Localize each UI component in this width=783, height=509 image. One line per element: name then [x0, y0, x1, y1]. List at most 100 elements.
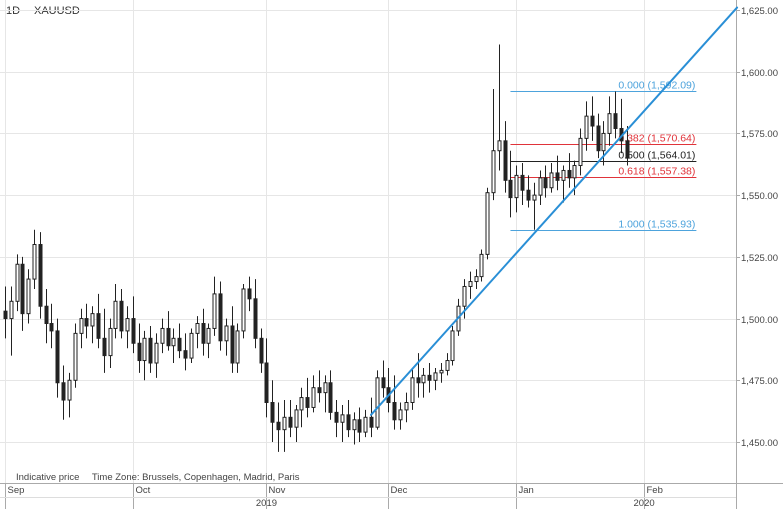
y-tick-label: 1,500.00: [741, 315, 778, 326]
candle-body: [154, 342, 159, 364]
candle-body: [294, 409, 299, 428]
chart-footer: Indicative price Time Zone: Brussels, Co…: [16, 472, 310, 483]
candle-body: [305, 397, 310, 408]
candle-body: [299, 397, 304, 411]
candle-body: [613, 113, 618, 129]
candle-body: [479, 253, 484, 278]
candle-body: [334, 411, 339, 423]
x-tick-label: Jan: [519, 485, 534, 496]
candle-body: [311, 387, 316, 408]
candle-body: [561, 169, 566, 181]
candle-body: [526, 189, 531, 201]
candle-body: [317, 387, 322, 394]
indicative-price-note: Indicative price: [16, 472, 80, 483]
candle-body: [607, 113, 612, 134]
candle-body: [427, 374, 432, 381]
candle-body: [340, 414, 345, 423]
y-tick-label: 1,625.00: [741, 6, 778, 17]
x-tick-label: Oct: [136, 485, 151, 496]
candle-body: [497, 140, 502, 152]
candle-body: [230, 325, 235, 364]
candle-body: [137, 342, 142, 362]
fibonacci-retracement[interactable]: 0.000 (1,592.09) 0.382 (1,570.64) 0.500 (1…: [510, 80, 697, 231]
candle-body: [503, 140, 508, 181]
candle-body: [567, 169, 572, 179]
candle-body: [375, 377, 380, 428]
candle-body: [346, 414, 351, 431]
candle-body: [113, 300, 118, 329]
candle-body: [433, 372, 438, 381]
year-label: 2020: [634, 498, 655, 509]
candle-body: [119, 300, 124, 332]
candle-body: [410, 377, 415, 404]
candle-body: [20, 263, 25, 315]
candle-body: [282, 416, 287, 431]
fib-level-label: 0.382 (1,570.64): [618, 133, 695, 145]
candle-body: [201, 323, 206, 344]
x-tick-label: Sep: [8, 485, 25, 496]
candle-body: [9, 300, 14, 320]
candle-body: [224, 325, 229, 342]
candle-body: [625, 140, 630, 159]
axis-labels: 1,450.00 1,475.00 1,500.00 1,525.00 1,550.00…: [8, 6, 778, 509]
fib-level-label: 1.000 (1,535.93): [618, 219, 695, 231]
candle-body: [264, 362, 269, 404]
candle-body: [357, 419, 362, 433]
candle-body: [44, 305, 49, 325]
candle-body: [131, 318, 136, 344]
candle-body: [514, 174, 519, 199]
candlesticks: [3, 44, 630, 452]
candle-body: [195, 323, 200, 334]
candle-body: [90, 313, 95, 327]
candle-body: [555, 172, 560, 181]
candle-body: [398, 409, 403, 421]
candle-body: [15, 263, 20, 302]
y-tick-label: 1,550.00: [741, 191, 778, 202]
y-tick-label: 1,600.00: [741, 68, 778, 79]
timezone-note: Time Zone: Brussels, Copenhagen, Madrid,…: [91, 472, 300, 483]
candle-body: [543, 177, 548, 189]
y-tick-label: 1,525.00: [741, 253, 778, 264]
candle-body: [288, 416, 293, 428]
candle-body: [491, 150, 496, 194]
candle-body: [381, 377, 386, 389]
candle-body: [235, 330, 240, 364]
candle-body: [160, 327, 165, 344]
candle-body: [416, 377, 421, 384]
candle-body: [206, 327, 211, 344]
candle-body: [538, 177, 543, 196]
candle-body: [352, 419, 357, 431]
candle-body: [270, 402, 275, 423]
candle-body: [189, 332, 194, 359]
fib-level-label: 0.618 (1,557.38): [618, 166, 695, 178]
candle-body: [183, 350, 188, 359]
candle-body: [61, 382, 66, 401]
x-tick-label: Feb: [647, 485, 663, 496]
fib-level-label: 0.500 (1,564.01): [618, 150, 695, 162]
year-label: 2019: [256, 498, 277, 509]
candle-body: [363, 416, 368, 433]
candle-body: [421, 374, 426, 384]
candle-body: [26, 278, 31, 315]
candle-body: [171, 337, 176, 347]
candle-body: [125, 318, 130, 332]
candle-body: [572, 165, 577, 179]
candle-body: [177, 337, 182, 352]
trendline[interactable]: [370, 6, 739, 416]
candle-body: [578, 137, 583, 167]
candle-body: [79, 318, 84, 334]
trendline-line[interactable]: [370, 6, 739, 416]
candle-body: [49, 323, 54, 332]
candle-body: [166, 327, 171, 347]
candle-body: [474, 276, 479, 283]
candle-body: [468, 281, 473, 287]
candle-body: [142, 337, 147, 362]
candle-body: [148, 337, 153, 364]
candle-body: [590, 115, 595, 127]
candle-body: [55, 330, 60, 384]
candle-body: [253, 298, 258, 339]
candle-body: [596, 125, 601, 152]
candle-body: [218, 293, 223, 342]
